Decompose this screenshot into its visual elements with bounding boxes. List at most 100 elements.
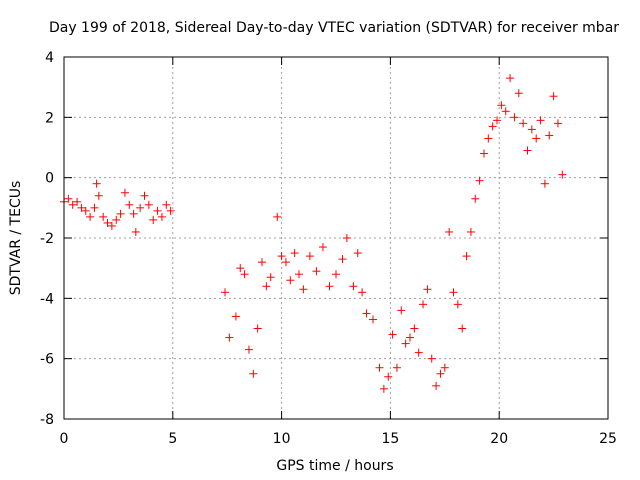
data-point — [466, 227, 475, 236]
data-point — [299, 285, 308, 294]
data-point — [401, 339, 410, 348]
data-point — [479, 149, 488, 158]
data-point — [240, 270, 249, 279]
data-point — [405, 333, 414, 342]
data-point — [453, 300, 462, 309]
data-point — [103, 218, 112, 227]
plot-frame — [63, 56, 609, 420]
data-point — [419, 300, 428, 309]
y-tick-label: -4 — [40, 291, 54, 307]
data-point — [445, 227, 454, 236]
grid-lines — [64, 57, 608, 419]
data-point — [68, 200, 77, 209]
data-point — [144, 200, 153, 209]
data-point — [249, 369, 258, 378]
data-point — [221, 288, 230, 297]
data-point — [86, 212, 95, 221]
data-point — [162, 200, 171, 209]
data-point — [519, 119, 528, 128]
data-point — [149, 215, 158, 224]
y-tick-label: -6 — [40, 352, 54, 368]
data-point — [358, 288, 367, 297]
data-point — [488, 122, 497, 131]
data-point — [545, 131, 554, 140]
data-point — [527, 125, 536, 134]
data-point — [510, 113, 519, 122]
x-tick-label: 20 — [490, 431, 508, 447]
data-point — [379, 384, 388, 393]
data-point — [157, 212, 166, 221]
data-point — [368, 315, 377, 324]
data-point — [236, 264, 245, 273]
data-point — [73, 197, 82, 206]
data-point — [258, 258, 267, 267]
data-point — [90, 203, 99, 212]
data-point — [362, 309, 371, 318]
data-point — [349, 282, 358, 291]
x-tick-label: 0 — [60, 431, 69, 447]
x-tick-label: 10 — [273, 431, 291, 447]
y-tick-label: -2 — [40, 231, 54, 247]
data-point — [553, 119, 562, 128]
data-point — [325, 282, 334, 291]
y-tick-label: 4 — [45, 50, 54, 66]
data-point — [497, 101, 506, 110]
data-point — [493, 116, 502, 125]
data-point — [384, 372, 393, 381]
data-point — [81, 206, 90, 215]
data-points — [60, 74, 567, 393]
data-point — [475, 176, 484, 185]
data-point — [427, 354, 436, 363]
data-point — [558, 170, 567, 179]
x-axis-label: GPS time / hours — [276, 458, 393, 474]
x-tick-label: 15 — [381, 431, 399, 447]
data-point — [244, 345, 253, 354]
data-point — [501, 107, 510, 116]
data-point — [332, 270, 340, 279]
data-point — [532, 134, 541, 143]
data-point — [471, 194, 480, 203]
data-point — [440, 363, 449, 372]
data-point — [120, 188, 129, 197]
data-point — [253, 324, 262, 333]
data-point — [281, 258, 290, 267]
data-point — [290, 249, 299, 258]
data-point — [116, 209, 125, 218]
data-point — [166, 206, 175, 215]
data-point — [262, 282, 271, 291]
data-point — [99, 212, 108, 221]
y-tick-label: 0 — [45, 171, 54, 187]
x-tick-label: 5 — [168, 431, 177, 447]
data-point — [506, 74, 515, 83]
data-point — [273, 212, 282, 221]
data-point — [338, 255, 347, 264]
data-point — [225, 333, 234, 342]
data-point — [410, 324, 419, 333]
data-point — [462, 252, 471, 261]
data-point — [64, 194, 73, 203]
y-tick-label: 2 — [45, 110, 54, 126]
data-point — [77, 203, 86, 212]
data-point — [388, 330, 397, 339]
data-point — [523, 146, 532, 155]
data-point — [136, 203, 145, 212]
data-point — [342, 234, 351, 242]
y-tick-label: -8 — [40, 412, 54, 428]
data-point — [231, 312, 240, 321]
data-point — [458, 324, 467, 333]
data-point — [536, 116, 545, 125]
data-point — [432, 381, 441, 390]
data-point — [92, 179, 101, 188]
data-point — [140, 191, 149, 200]
data-point — [94, 191, 103, 200]
data-point — [153, 206, 162, 215]
data-point — [353, 249, 362, 258]
data-point — [125, 200, 134, 209]
data-point — [277, 252, 286, 261]
data-point — [295, 270, 304, 279]
data-point — [266, 273, 275, 282]
axis-ticks: 0 5 10 15 20 25 -8 -6 -4 -2 0 2 4 — [40, 50, 617, 447]
data-point — [129, 209, 138, 218]
data-point — [514, 89, 523, 98]
